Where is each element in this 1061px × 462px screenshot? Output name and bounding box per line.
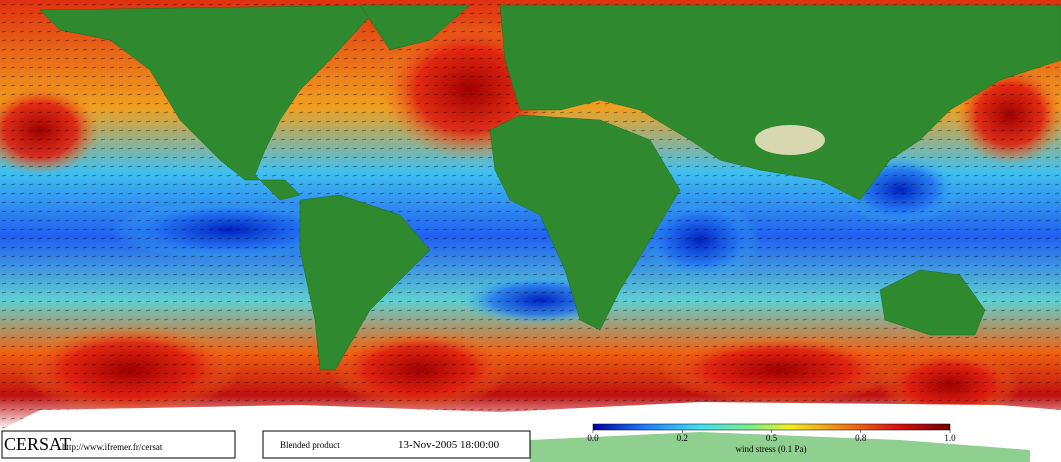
colorbar-tick-label: 0.8 <box>855 433 867 443</box>
url: http://www.ifremer.fr/cersat <box>62 442 163 452</box>
date: 13-Nov-2005 18:00:00 <box>398 439 500 451</box>
continents <box>39 4 1061 371</box>
product-box <box>262 430 531 459</box>
logo: CERSAT <box>4 434 71 454</box>
colorbar-tick-label: 1.0 <box>944 433 956 443</box>
colorbar-tick-label: 0.2 <box>677 433 688 443</box>
antarctica <box>0 402 1061 430</box>
colorbar-label: wind stress (0.1 Pa) <box>736 444 807 454</box>
colorbar-tick-label: 0.0 <box>587 433 599 443</box>
colorbar <box>592 423 951 431</box>
plateau <box>755 125 825 155</box>
logo-box <box>1 430 236 459</box>
product: Blended product <box>280 440 340 450</box>
colorbar-tick-label: 0.5 <box>766 433 778 443</box>
antarctic-coast <box>530 432 1030 462</box>
